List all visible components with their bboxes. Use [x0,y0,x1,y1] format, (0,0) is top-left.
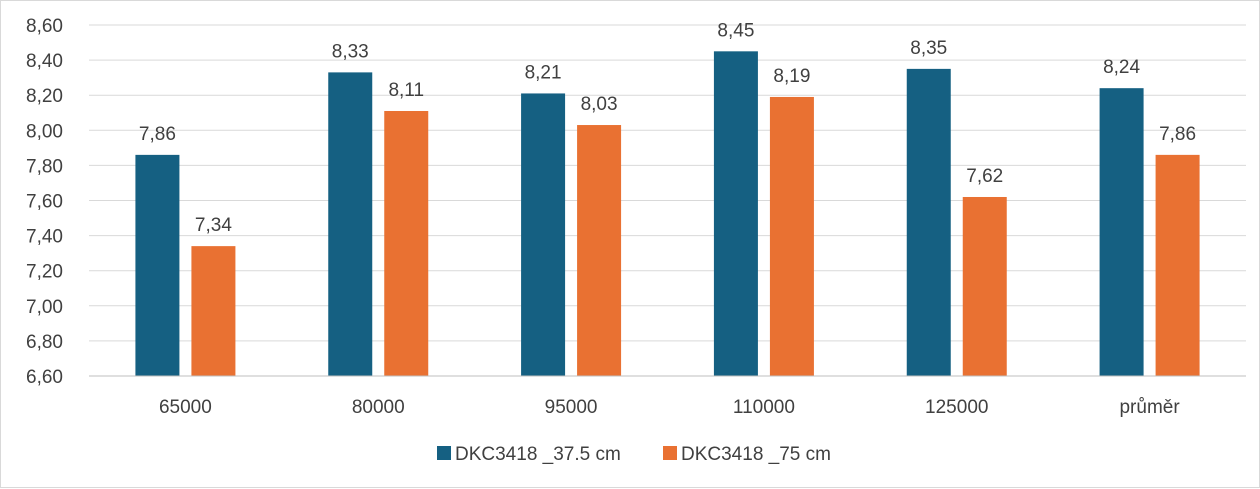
data-label: 8,21 [525,62,562,83]
y-tick-label: 6,80 [26,332,63,353]
x-tick-label: 110000 [733,397,795,418]
gridlines [89,24,1246,342]
y-tick-label: 8,60 [26,16,63,37]
legend-swatch [437,446,451,460]
data-label: 8,11 [388,80,424,101]
y-tick-label: 6,60 [26,367,63,388]
bars [135,51,1200,377]
y-tick-label: 8,20 [26,86,63,107]
bar-series-1-80000 [384,110,429,377]
data-label: 8,33 [332,41,369,62]
data-label: 8,19 [773,66,810,87]
x-tick-label: 125000 [925,397,988,418]
bar-series-0-průměr [1099,88,1144,377]
y-tick-label: 8,40 [26,51,63,72]
data-label: 7,86 [139,124,176,145]
y-tick-label: 7,00 [26,297,63,318]
legend-label: DKC3418 _37.5 cm [455,444,621,465]
data-label: 8,35 [910,38,947,59]
x-tick-label: 95000 [545,397,598,418]
legend-label: DKC3418 _75 cm [681,444,831,465]
bar-series-1-65000 [191,246,236,376]
y-tick-label: 8,00 [26,121,63,142]
y-tick-label: 7,40 [26,227,63,248]
bar-series-1-průměr [1155,154,1200,376]
y-tick-label: 7,20 [26,262,63,283]
data-label: 8,24 [1103,57,1140,78]
y-axis-ticks: 6,60 6,80 7,00 7,20 7,40 7,60 7,80 8,00 8,20 8,40… [26,16,63,388]
bar-series-0-65000 [135,154,180,376]
x-axis-ticks: 65000 80000 95000 110000 125000 průměr [159,397,1180,418]
bar-series-0-80000 [328,72,373,376]
data-label: 8,03 [581,94,618,115]
data-label: 8,45 [717,20,754,41]
data-label: 7,86 [1159,124,1196,145]
bar-series-1-110000 [769,96,814,376]
legend: DKC3418 _37.5 cm DKC3418 _75 cm [437,444,831,465]
legend-swatch [663,446,677,460]
bar-series-0-125000 [906,68,951,376]
bar-series-1-95000 [577,125,622,376]
y-tick-label: 7,60 [26,192,63,213]
data-label: 7,34 [195,215,232,236]
x-tick-label: průměr [1119,397,1180,418]
x-tick-label: 65000 [159,397,212,418]
bar-series-0-95000 [521,93,566,376]
data-labels: 7,86 7,34 8,33 8,11 8,21 8,03 8,45 8,19 8,35 7,62… [139,20,1196,236]
y-tick-label: 7,80 [26,156,63,177]
data-label: 7,62 [966,166,1003,187]
bar-series-0-110000 [713,51,758,376]
bar-series-1-125000 [962,196,1007,376]
x-tick-label: 80000 [352,397,405,418]
